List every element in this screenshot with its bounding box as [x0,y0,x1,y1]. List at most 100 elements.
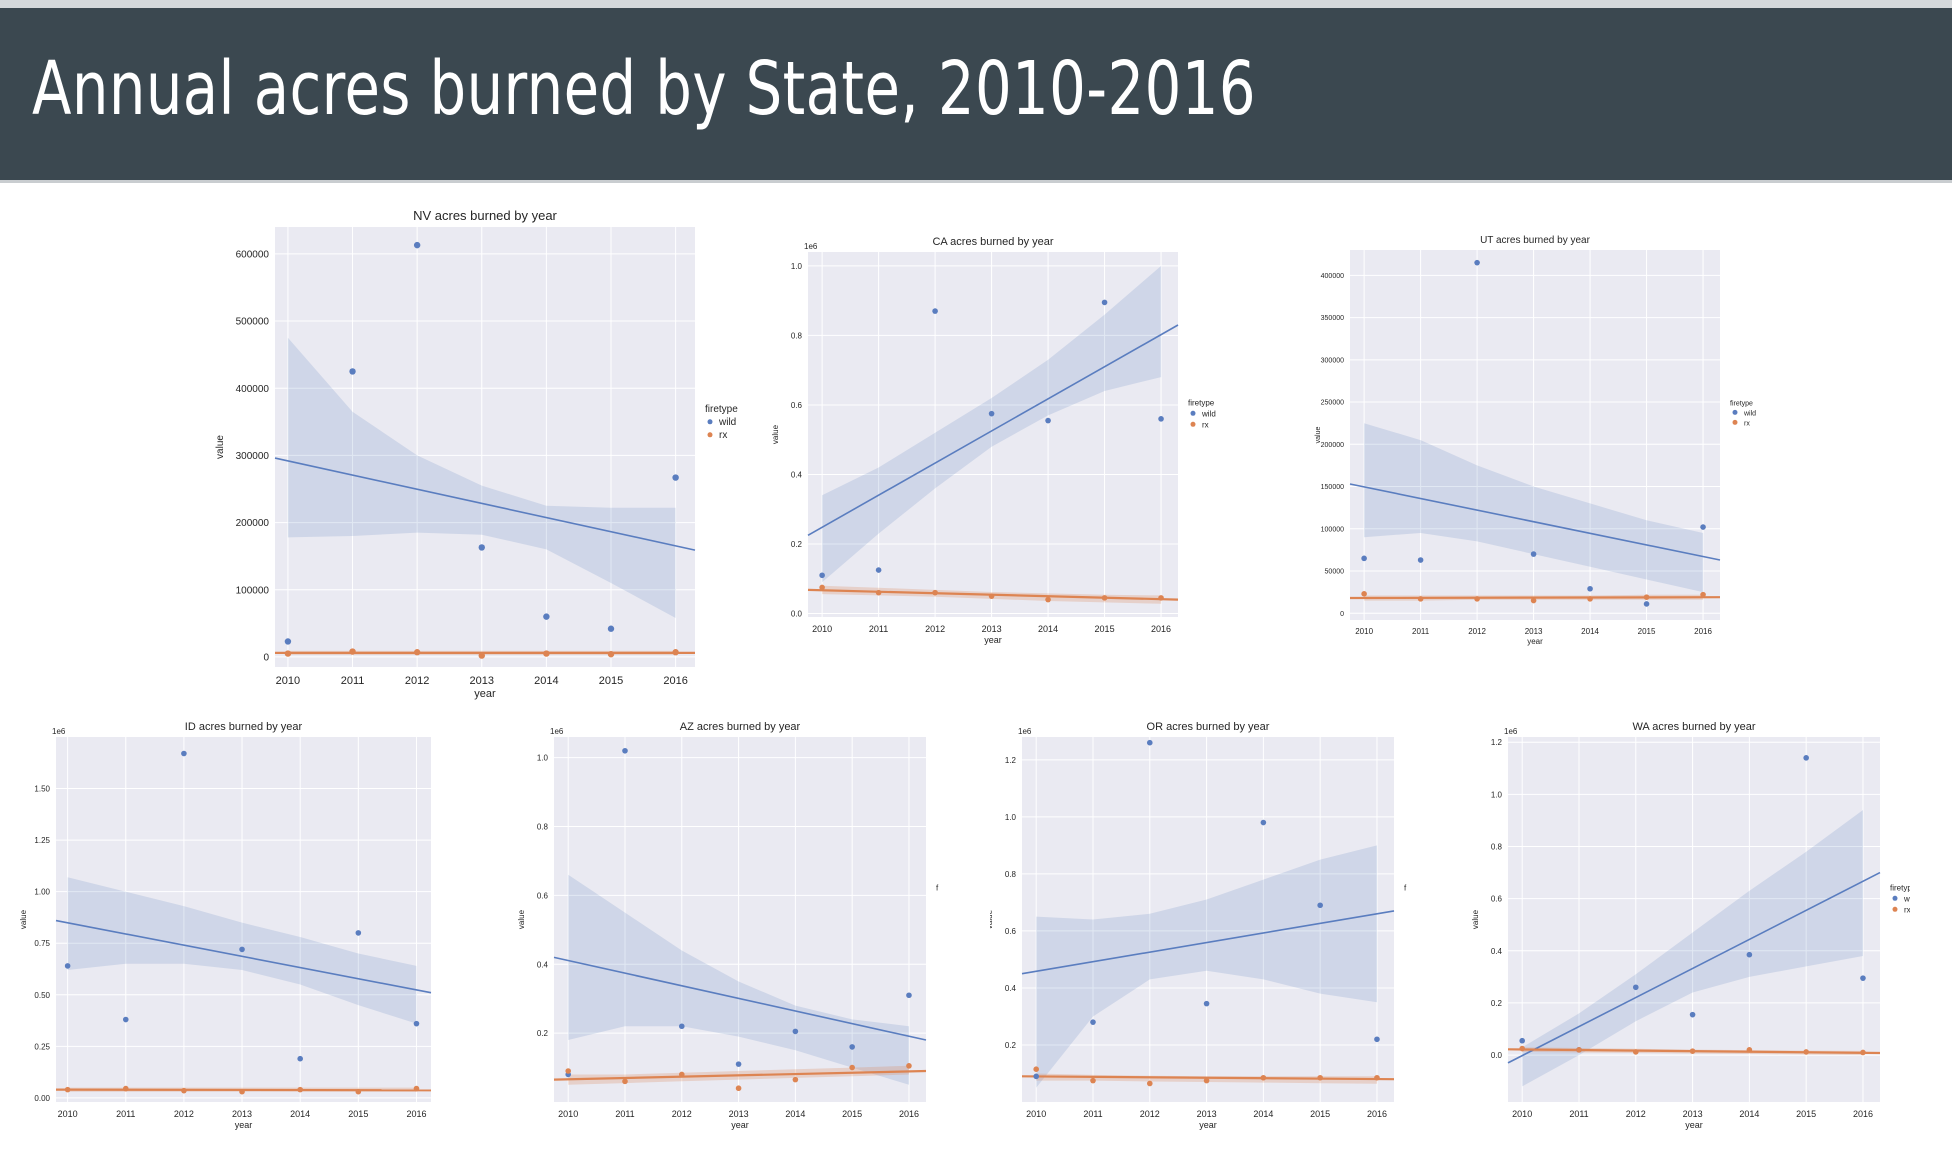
x-tick-label: 2012 [174,1109,194,1119]
data-point-rx [678,1071,685,1078]
regression-line-wild [1507,871,1881,1064]
data-point-wild [1587,585,1593,592]
x-tick-label: 2016 [1367,1109,1387,1119]
y-tick-label: 1.0 [1491,790,1503,799]
y-tick-label: 0.2 [1491,999,1503,1008]
legend-label: rx [1202,420,1209,429]
data-point-rx [1474,596,1480,602]
chart-id: ID acres burned by year 2010 2011 2012 2013 2… [19,721,432,1130]
x-tick-label: 2013 [1197,1109,1217,1119]
data-point-rx [622,1078,628,1085]
data-point-rx [1417,596,1424,602]
y-tick-label: 1.0 [1005,813,1017,822]
confidence-band-wild [1036,845,1377,1088]
data-point-wild [1519,1037,1525,1044]
y-tick-label: 0 [263,653,269,664]
x-tick-label: 2012 [672,1109,692,1119]
x-tick-label: 2014 [534,675,558,687]
data-point-wild [672,474,679,481]
x-axis-label: year [235,1120,253,1130]
data-point-rx [1146,1080,1153,1087]
data-point-wild [239,946,245,953]
x-tick-label: 2015 [599,675,623,687]
x-tick-label: 2011 [1083,1109,1102,1119]
data-point-rx [239,1088,245,1095]
y-tick-label: 100000 [236,585,270,596]
data-point-rx [672,649,679,656]
x-tick-label: 2013 [729,1109,749,1119]
x-tick-label: 2014 [1038,624,1058,634]
y-tick-label: 1.00 [34,888,50,897]
legend-label: wild [1903,894,1910,903]
data-point-rx [413,1085,420,1092]
legend-title: firetype [1730,400,1753,407]
y-tick-label: 0.4 [537,960,549,969]
data-point-wild [1689,1011,1696,1018]
data-point-rx [932,589,938,596]
chart-wa: WA acres burned by year 2010 2011 2012 2013 2… [1471,721,1910,1130]
y-tick-label: 0.2 [1005,1041,1017,1050]
y-tick-label: 0.6 [791,401,803,410]
data-point-wild [543,613,550,620]
top-rule [0,0,1952,8]
data-point-rx [478,652,485,659]
y-tick-label: 0.4 [791,470,803,479]
confidence-band-wild [568,874,909,1085]
y-tick-label: 0.8 [791,331,803,340]
x-tick-label: 2013 [1683,1109,1703,1119]
regression-line-rx [1021,1075,1395,1081]
data-point-rx [1317,1074,1323,1081]
data-point-rx [792,1076,799,1083]
legend-label: wild [1743,410,1756,417]
data-point-rx [64,1086,71,1093]
x-tick-label: 2016 [663,675,687,687]
x-tick-label: 2014 [785,1109,805,1119]
data-point-rx [988,593,995,599]
data-point-rx [1090,1077,1096,1084]
data-point-wild [1746,951,1753,958]
x-tick-label: 2015 [1796,1109,1816,1119]
y-axis-label: value [1315,427,1322,444]
y-tick-label: 0.75 [34,939,50,948]
plot-area [554,737,926,1102]
x-tick-label: 2015 [348,1109,368,1119]
data-point-wild [1045,417,1051,424]
y-tick-label: 0.00 [34,1094,50,1103]
x-tick-label: 2014 [290,1109,310,1119]
data-point-wild [181,750,187,757]
y-tick-label: 400000 [1321,273,1344,280]
data-point-wild [413,1020,420,1027]
data-point-wild [355,930,362,936]
axis-offset-label: 1e6 [1018,727,1032,736]
x-tick-label: 2015 [1638,627,1656,636]
y-tick-label: 1.50 [34,785,50,794]
data-point-wild [875,567,882,573]
legend-label: rx [1904,905,1910,914]
regression-line-wild [553,956,927,1041]
plot-area [56,737,431,1102]
data-point-rx [1587,596,1593,602]
x-axis-label: year [474,688,496,700]
legend-title: f [1404,883,1407,892]
chart-title: OR acres burned by year [1147,721,1270,733]
axis-offset-label: 1e6 [804,242,818,251]
x-tick-label: 2014 [1253,1109,1273,1119]
chart-title: NV acres burned by year [413,208,557,223]
regression-line-wild [1021,910,1395,975]
y-tick-label: 0.6 [1491,895,1503,904]
legend-marker-wild [1190,410,1196,416]
x-tick-label: 2010 [812,624,832,634]
data-point-wild [1632,984,1639,991]
x-tick-label: 2016 [1853,1109,1873,1119]
x-tick-label: 2016 [1151,624,1171,634]
x-tick-label: 2015 [1310,1109,1330,1119]
x-tick-label: 2010 [558,1109,578,1119]
data-point-wild [932,308,938,314]
data-point-wild [1374,1036,1380,1043]
y-tick-label: 500000 [236,317,270,328]
y-tick-label: 0.4 [1491,947,1503,956]
x-tick-label: 2011 [1412,627,1430,636]
regression-line-wild [274,457,696,551]
data-point-rx [297,1086,303,1093]
data-point-wild [297,1055,303,1062]
